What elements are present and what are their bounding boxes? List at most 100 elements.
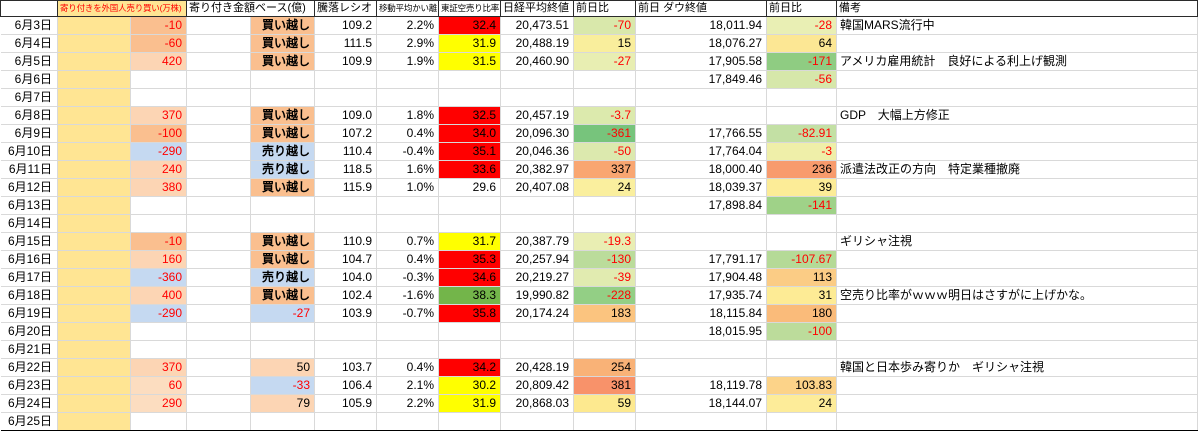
date-cell[interactable]: 6月18日 xyxy=(0,286,58,305)
spacer-cell[interactable] xyxy=(186,376,251,395)
yellow-band-cell[interactable] xyxy=(57,340,131,359)
yellow-band-cell[interactable] xyxy=(57,268,131,287)
date-cell[interactable]: 6月19日 xyxy=(0,304,58,323)
nikkei-change-cell[interactable] xyxy=(573,340,636,359)
yellow-band-cell[interactable] xyxy=(57,304,131,323)
date-cell[interactable]: 6月25日 xyxy=(0,412,58,431)
header-foreign-volume[interactable]: 寄り付きを外国人売り買い(万株) xyxy=(57,0,187,17)
foreign-volume-cell[interactable]: -100 xyxy=(130,124,187,143)
amount-basis-cell[interactable] xyxy=(250,214,315,233)
dow-close-cell[interactable]: 18,115.84 xyxy=(635,304,767,323)
dow-close-cell[interactable]: 17,766.55 xyxy=(635,124,767,143)
nikkei-close-cell[interactable]: 20,473.51 xyxy=(500,16,574,35)
amount-basis-cell[interactable]: 売り越し xyxy=(250,268,315,287)
nikkei-close-cell[interactable]: 20,046.36 xyxy=(500,142,574,161)
dow-close-cell[interactable] xyxy=(635,358,767,377)
dow-change-cell[interactable]: -28 xyxy=(766,16,837,35)
note-cell[interactable] xyxy=(836,376,1198,395)
ma-deviation-cell[interactable]: 1.6% xyxy=(376,160,439,179)
amount-basis-cell[interactable]: 買い越し xyxy=(250,106,315,125)
dow-close-cell[interactable] xyxy=(635,232,767,251)
date-cell[interactable]: 6月15日 xyxy=(0,232,58,251)
note-cell[interactable]: 空売り比率がｗｗｗ明日はさすがに上げかな。 xyxy=(836,286,1198,305)
dow-close-cell[interactable] xyxy=(635,214,767,233)
dow-change-cell[interactable]: 64 xyxy=(766,34,837,53)
ma-deviation-cell[interactable]: 2.9% xyxy=(376,34,439,53)
short-selling-ratio-cell[interactable] xyxy=(438,340,501,359)
amount-basis-cell[interactable]: -33 xyxy=(250,376,315,395)
ma-deviation-cell[interactable] xyxy=(376,214,439,233)
nikkei-change-cell[interactable]: -70 xyxy=(573,16,636,35)
nikkei-change-cell[interactable]: -39 xyxy=(573,268,636,287)
spacer-cell[interactable] xyxy=(186,340,251,359)
yellow-band-cell[interactable] xyxy=(57,412,131,431)
spacer-cell[interactable] xyxy=(186,106,251,125)
ma-deviation-cell[interactable]: 2.2% xyxy=(376,16,439,35)
yellow-band-cell[interactable] xyxy=(57,178,131,197)
advance-decline-ratio-cell[interactable] xyxy=(314,340,377,359)
foreign-volume-cell[interactable]: -10 xyxy=(130,16,187,35)
amount-basis-cell[interactable]: 売り越し xyxy=(250,142,315,161)
header-amount-basis[interactable]: 寄り付き金額ベース(億) xyxy=(186,0,315,17)
amount-basis-cell[interactable]: 買い越し xyxy=(250,124,315,143)
amount-basis-cell[interactable]: 79 xyxy=(250,394,315,413)
ma-deviation-cell[interactable]: 2.1% xyxy=(376,376,439,395)
dow-change-cell[interactable]: -82.91 xyxy=(766,124,837,143)
ma-deviation-cell[interactable] xyxy=(376,70,439,89)
ma-deviation-cell[interactable]: 2.2% xyxy=(376,394,439,413)
yellow-band-cell[interactable] xyxy=(57,196,131,215)
foreign-volume-cell[interactable] xyxy=(130,412,187,431)
date-cell[interactable]: 6月20日 xyxy=(0,322,58,341)
short-selling-ratio-cell[interactable] xyxy=(438,88,501,107)
spacer-cell[interactable] xyxy=(186,268,251,287)
date-cell[interactable]: 6月24日 xyxy=(0,394,58,413)
amount-basis-cell[interactable]: 売り越し xyxy=(250,160,315,179)
amount-basis-cell[interactable]: -27 xyxy=(250,304,315,323)
spacer-cell[interactable] xyxy=(186,322,251,341)
advance-decline-ratio-cell[interactable]: 111.5 xyxy=(314,34,377,53)
foreign-volume-cell[interactable]: 60 xyxy=(130,376,187,395)
dow-change-cell[interactable]: -100 xyxy=(766,322,837,341)
spacer-cell[interactable] xyxy=(186,88,251,107)
nikkei-close-cell[interactable] xyxy=(500,88,574,107)
nikkei-change-cell[interactable]: -130 xyxy=(573,250,636,269)
amount-basis-cell[interactable] xyxy=(250,70,315,89)
header-nikkei-change[interactable]: 前日比 xyxy=(573,0,636,17)
foreign-volume-cell[interactable]: -360 xyxy=(130,268,187,287)
nikkei-change-cell[interactable]: 254 xyxy=(573,358,636,377)
dow-change-cell[interactable] xyxy=(766,412,837,431)
dow-close-cell[interactable]: 18,039.37 xyxy=(635,178,767,197)
spacer-cell[interactable] xyxy=(186,304,251,323)
advance-decline-ratio-cell[interactable] xyxy=(314,412,377,431)
amount-basis-cell[interactable]: 買い越し xyxy=(250,34,315,53)
date-cell[interactable]: 6月14日 xyxy=(0,214,58,233)
dow-close-cell[interactable]: 18,119.78 xyxy=(635,376,767,395)
foreign-volume-cell[interactable] xyxy=(130,88,187,107)
advance-decline-ratio-cell[interactable]: 104.7 xyxy=(314,250,377,269)
yellow-band-cell[interactable] xyxy=(57,52,131,71)
ma-deviation-cell[interactable]: 0.7% xyxy=(376,232,439,251)
dow-close-cell[interactable]: 17,898.84 xyxy=(635,196,767,215)
nikkei-close-cell[interactable]: 20,457.19 xyxy=(500,106,574,125)
nikkei-change-cell[interactable]: 337 xyxy=(573,160,636,179)
nikkei-change-cell[interactable] xyxy=(573,412,636,431)
dow-change-cell[interactable] xyxy=(766,340,837,359)
short-selling-ratio-cell[interactable]: 31.9 xyxy=(438,34,501,53)
date-cell[interactable]: 6月17日 xyxy=(0,268,58,287)
note-cell[interactable] xyxy=(836,34,1198,53)
ma-deviation-cell[interactable]: -0.7% xyxy=(376,304,439,323)
ma-deviation-cell[interactable] xyxy=(376,340,439,359)
advance-decline-ratio-cell[interactable]: 102.4 xyxy=(314,286,377,305)
dow-change-cell[interactable]: 103.83 xyxy=(766,376,837,395)
nikkei-close-cell[interactable] xyxy=(500,196,574,215)
nikkei-close-cell[interactable] xyxy=(500,340,574,359)
yellow-band-cell[interactable] xyxy=(57,124,131,143)
spacer-cell[interactable] xyxy=(186,160,251,179)
foreign-volume-cell[interactable]: 380 xyxy=(130,178,187,197)
foreign-volume-cell[interactable] xyxy=(130,322,187,341)
spacer-cell[interactable] xyxy=(186,70,251,89)
note-cell[interactable] xyxy=(836,214,1198,233)
yellow-band-cell[interactable] xyxy=(57,160,131,179)
note-cell[interactable] xyxy=(836,70,1198,89)
dow-change-cell[interactable] xyxy=(766,214,837,233)
